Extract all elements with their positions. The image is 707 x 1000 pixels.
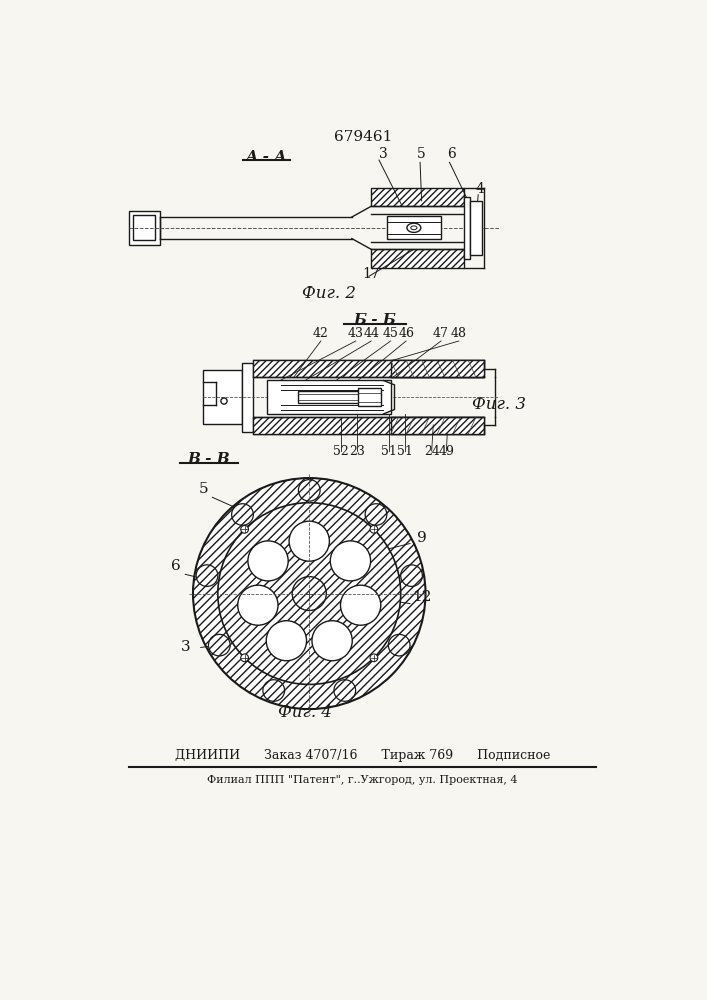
Text: 47: 47	[433, 327, 449, 340]
Text: 49: 49	[438, 445, 455, 458]
Text: 5: 5	[417, 147, 426, 161]
Bar	[129, 211, 160, 245]
Circle shape	[341, 585, 381, 625]
Circle shape	[232, 504, 253, 525]
Text: 679461: 679461	[334, 130, 392, 144]
Circle shape	[196, 565, 218, 586]
Bar	[253, 417, 484, 434]
Circle shape	[218, 503, 401, 684]
Circle shape	[209, 634, 230, 656]
Circle shape	[388, 634, 410, 656]
Text: 6: 6	[447, 147, 455, 161]
Bar	[371, 249, 464, 268]
Bar	[371, 188, 464, 206]
Circle shape	[238, 585, 278, 625]
Bar	[358, 388, 381, 406]
Text: 51: 51	[381, 445, 397, 458]
Bar	[203, 370, 242, 424]
Circle shape	[248, 541, 288, 581]
Text: 6: 6	[231, 375, 240, 389]
Text: 43: 43	[348, 327, 363, 340]
Circle shape	[334, 680, 356, 701]
Circle shape	[330, 541, 370, 581]
Text: 45: 45	[382, 327, 399, 340]
Bar	[391, 360, 484, 377]
Text: Фиг. 3: Фиг. 3	[472, 396, 526, 413]
Text: 42: 42	[313, 327, 329, 340]
Circle shape	[370, 654, 378, 662]
Text: 5: 5	[198, 482, 208, 496]
Text: 52: 52	[333, 445, 349, 458]
Circle shape	[365, 504, 387, 525]
Bar	[253, 360, 484, 377]
Bar	[242, 363, 253, 432]
Ellipse shape	[411, 226, 417, 230]
Text: В - В: В - В	[187, 452, 230, 466]
Text: 6: 6	[171, 559, 181, 573]
Bar	[391, 417, 484, 434]
Ellipse shape	[407, 223, 421, 232]
Text: 48: 48	[451, 327, 467, 340]
Text: 12: 12	[412, 590, 431, 604]
Circle shape	[263, 680, 285, 701]
Text: Б - Б: Б - Б	[354, 313, 397, 327]
Text: 9: 9	[416, 531, 426, 545]
Circle shape	[193, 478, 426, 709]
Text: 3: 3	[378, 147, 387, 161]
Bar	[464, 197, 470, 259]
Text: Филиал ППП "Патент", г..Ужгород, ул. Проектная, 4: Филиал ППП "Патент", г..Ужгород, ул. Про…	[207, 775, 518, 785]
Text: Фиг. 2: Фиг. 2	[302, 285, 356, 302]
Bar	[298, 391, 360, 403]
Circle shape	[401, 565, 422, 586]
Circle shape	[370, 525, 378, 533]
Text: 23: 23	[349, 445, 366, 458]
Circle shape	[292, 577, 327, 610]
Text: 3: 3	[180, 640, 190, 654]
Text: 46: 46	[398, 327, 414, 340]
Text: А - А: А - А	[246, 150, 288, 164]
Bar	[267, 380, 391, 414]
Bar	[387, 216, 441, 239]
Circle shape	[312, 621, 352, 661]
Text: Фиг. 4: Фиг. 4	[279, 704, 332, 721]
Circle shape	[289, 521, 329, 561]
Circle shape	[267, 621, 307, 661]
Text: 4: 4	[475, 182, 484, 196]
Circle shape	[221, 398, 227, 404]
Bar	[134, 215, 155, 240]
Text: 51: 51	[397, 445, 412, 458]
Circle shape	[298, 480, 320, 501]
Text: ДНИИПИ      Заказ 4707/16      Тираж 769      Подписное: ДНИИПИ Заказ 4707/16 Тираж 769 Подписное	[175, 749, 551, 762]
Bar	[470, 201, 482, 255]
Text: 24: 24	[423, 445, 440, 458]
Text: 44: 44	[363, 327, 379, 340]
Circle shape	[240, 525, 248, 533]
Text: 17: 17	[363, 267, 380, 281]
Circle shape	[240, 654, 248, 662]
